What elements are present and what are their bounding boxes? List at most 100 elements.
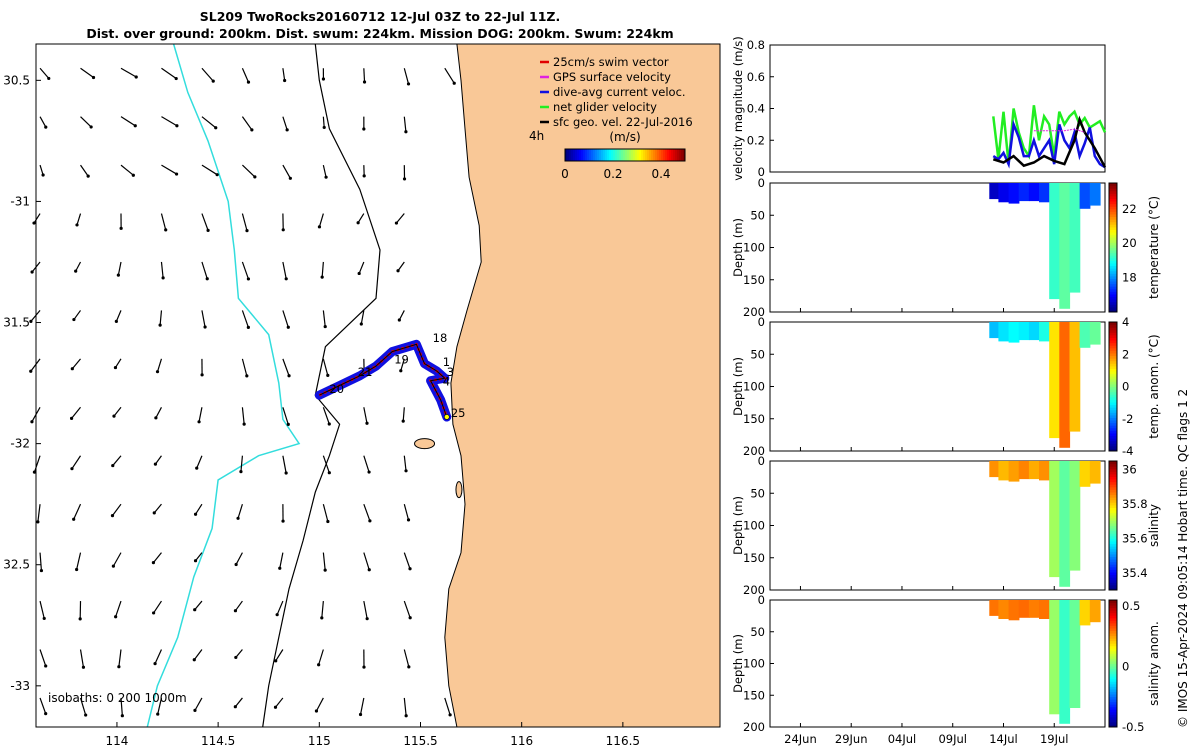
current-arrow-head (234, 655, 238, 660)
current-arrow (152, 552, 162, 563)
current-arrow (282, 407, 289, 425)
current-arrow-head (448, 713, 452, 717)
current-arrow (39, 600, 45, 619)
legend-label: net glider velocity (553, 100, 657, 114)
sal_anom-colorbar-cell (1109, 627, 1117, 631)
current-arrow-head (365, 421, 369, 425)
map-ytick-label: -33 (10, 679, 30, 693)
colorbar-cell (583, 149, 586, 161)
temp_anom-colorbar-cell (1109, 432, 1117, 437)
current-arrow-head (152, 511, 156, 515)
current-arrow (194, 600, 203, 611)
temp_anom-colorbar-label: temp. anom. (°C) (1147, 334, 1161, 438)
map-xtick-label: 115 (308, 734, 331, 748)
current-arrow-head (89, 125, 93, 129)
current-arrow (73, 310, 82, 320)
temp_anom-colorbar-tick: 0 (1122, 380, 1129, 394)
map-xtick-label: 116.5 (606, 734, 640, 748)
salinity-colorbar-cell (1109, 571, 1117, 576)
current-arrow-head (406, 518, 411, 522)
salinity-colorbar-cell (1109, 497, 1117, 501)
salinity-colorbar-cell (1109, 540, 1117, 545)
colorbar-cell (611, 149, 614, 161)
current-arrow-head (214, 126, 218, 130)
current-arrow-head (30, 270, 34, 274)
temp_anom-colorbar-cell (1109, 430, 1117, 434)
temperature-colorbar-cell (1109, 198, 1117, 202)
salinity-cell (1059, 461, 1071, 587)
current-arrow-head (245, 374, 249, 378)
current-arrow (71, 358, 81, 370)
temp_anom-colorbar-cell (1109, 337, 1117, 341)
current-arrow-head (111, 564, 115, 568)
current-arrow-head (193, 608, 197, 612)
current-arrow (321, 261, 324, 278)
temp_anom-colorbar-tick: -4 (1122, 444, 1133, 458)
garden-island (455, 481, 463, 499)
temp_anom-ytick-label: 200 (743, 444, 765, 458)
temp_anom-colorbar-tick: 4 (1122, 315, 1129, 329)
current-arrow (112, 552, 122, 567)
current-arrow-head (404, 714, 408, 718)
current-arrow (403, 552, 411, 569)
temp_anom-cell (1079, 322, 1091, 348)
sal_anom-colorbar-cell (1109, 709, 1117, 713)
current-arrow-head (362, 174, 366, 178)
current-arrow (403, 649, 410, 668)
sal_anom-cell (1049, 600, 1060, 715)
salinity-cell (1018, 461, 1030, 480)
legend-label: sfc geo. vel. 22-Jul-2016 (553, 115, 693, 129)
salinity-colorbar-cell (1109, 471, 1117, 475)
sal_anom-colorbar-cell (1109, 650, 1117, 654)
current-arrow (33, 213, 41, 224)
current-arrow-head (114, 615, 118, 619)
temperature-colorbar-tick: 22 (1122, 202, 1137, 216)
current-arrow-head (326, 373, 330, 378)
temp_anom-colorbar-cell (1109, 329, 1117, 333)
velocity-ytick-label: 0.8 (747, 38, 765, 52)
temp_anom-colorbar-cell (1109, 342, 1117, 346)
colorbar-cell (677, 149, 680, 161)
temp_anom-ytick-label: 50 (750, 347, 765, 361)
temp_anom-ytick-label: 150 (743, 412, 765, 426)
salinity-panel: 0 50 100 150 200 Depth (m) 35.4 35.6 35.8 36 salin… (731, 454, 1161, 597)
current-arrow-head (111, 463, 115, 468)
track-day-label: 19 (394, 353, 409, 367)
temp_anom-colorbar-cell (1109, 440, 1117, 444)
salinity-colorbar-cell (1109, 579, 1117, 583)
current-arrow-head (70, 367, 74, 371)
colorbar-cell (653, 149, 656, 161)
current-arrow-head (278, 566, 282, 570)
sal_anom-colorbar-frame (1108, 599, 1118, 728)
sal_anom-cell (1018, 600, 1030, 618)
current-arrow (73, 503, 82, 520)
sal_anom-cell (1059, 600, 1071, 724)
current-arrow (201, 67, 214, 82)
salinity-colorbar-cell (1109, 553, 1117, 557)
temperature-frame (769, 182, 1106, 313)
temp_anom-cell (1008, 322, 1020, 343)
current-arrow (275, 649, 284, 662)
temp_anom-colorbar-cell (1109, 435, 1117, 439)
temp_anom-colorbar-cell (1109, 417, 1117, 421)
temperature-colorbar-cell (1109, 221, 1117, 225)
current-arrow (234, 697, 243, 708)
map-xtick-label: 115.5 (403, 734, 437, 748)
salinity-colorbar-cell (1109, 512, 1117, 516)
temperature-colorbar-cell (1109, 262, 1117, 267)
temperature-cell (1059, 183, 1071, 309)
current-arrow (30, 310, 41, 322)
sal_anom-colorbar-cell (1109, 625, 1117, 629)
current-arrow-head (47, 76, 51, 81)
velocity-series-line (992, 119, 1106, 169)
current-arrow (160, 213, 167, 231)
chart-title: SL209 TwoRocks20160712 12-Jul 03Z to 22-… (199, 9, 561, 24)
current-arrow-head (192, 658, 196, 662)
temperature-colorbar-cell (1109, 260, 1117, 264)
current-arrow-head (246, 80, 251, 84)
current-arrow-head (75, 223, 79, 227)
isobath-200m (262, 43, 381, 728)
current-arrow (155, 407, 162, 419)
temp_anom-colorbar-cell (1109, 386, 1117, 390)
sal_anom-colorbar-cell (1109, 714, 1117, 718)
